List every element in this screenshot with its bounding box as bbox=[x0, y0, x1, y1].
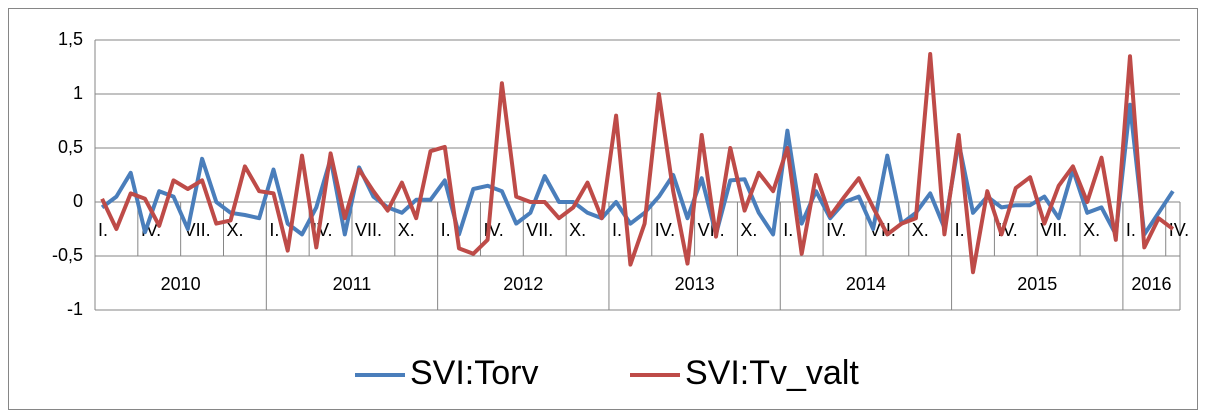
legend-label: SVI:Tv_valt bbox=[685, 354, 859, 392]
year-label: 2013 bbox=[675, 274, 715, 294]
year-label: 2016 bbox=[1131, 274, 1171, 294]
x-tick-label: I. bbox=[98, 220, 108, 240]
y-tick-label: 0,5 bbox=[58, 137, 83, 157]
x-tick-label: I. bbox=[269, 220, 279, 240]
series-line bbox=[100, 52, 1175, 275]
x-tick-label: VII. bbox=[1040, 220, 1067, 240]
x-tick-label: X. bbox=[1083, 220, 1100, 240]
x-tick-label: I. bbox=[783, 220, 793, 240]
year-label: 2012 bbox=[503, 274, 543, 294]
x-tick-label: IV. bbox=[826, 220, 846, 240]
year-label: 2011 bbox=[333, 274, 372, 294]
x-tick-label: X. bbox=[569, 220, 586, 240]
y-tick-label: 1 bbox=[73, 83, 83, 103]
x-tick-label: I. bbox=[612, 220, 622, 240]
x-tick-label: I. bbox=[441, 220, 451, 240]
x-tick-label: I. bbox=[1126, 220, 1136, 240]
y-tick-label: -1 bbox=[67, 299, 83, 319]
x-tick-label: I. bbox=[955, 220, 965, 240]
x-tick-label: X. bbox=[398, 220, 415, 240]
y-tick-label: 1,5 bbox=[58, 29, 83, 49]
year-label: 2015 bbox=[1017, 274, 1057, 294]
x-tick-label: VII. bbox=[355, 220, 382, 240]
year-label: 2010 bbox=[161, 274, 201, 294]
x-tick-label: X. bbox=[740, 220, 757, 240]
y-tick-label: 0 bbox=[73, 191, 83, 211]
x-tick-label: VII. bbox=[526, 220, 553, 240]
series-line bbox=[100, 102, 1175, 237]
x-tick-label: IV. bbox=[655, 220, 675, 240]
x-tick-label: X. bbox=[912, 220, 929, 240]
x-tick-label: IV. bbox=[1169, 220, 1189, 240]
y-tick-label: -0,5 bbox=[52, 245, 83, 265]
year-label: 2014 bbox=[846, 274, 886, 294]
legend-label: SVI:Torv bbox=[410, 354, 538, 392]
x-tick-label: X. bbox=[226, 220, 243, 240]
